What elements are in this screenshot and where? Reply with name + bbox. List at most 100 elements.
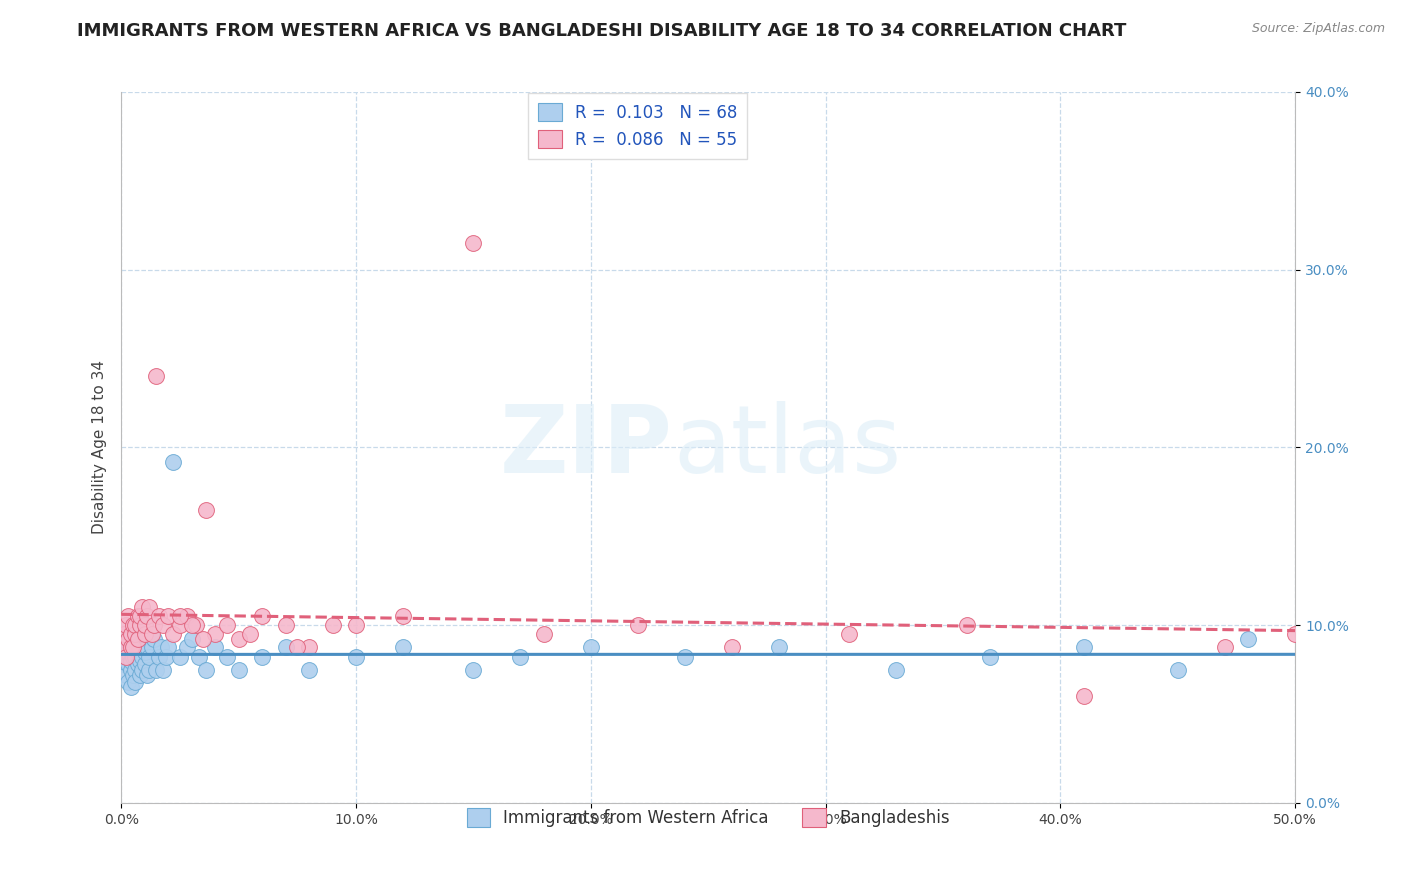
- Point: [250, 609, 273, 624]
- Point: [204, 640, 226, 654]
- Point: [112, 640, 135, 654]
- Text: Source: ZipAtlas.com: Source: ZipAtlas.com: [1251, 22, 1385, 36]
- Point: [392, 609, 415, 624]
- Point: [115, 640, 138, 654]
- Point: [194, 502, 217, 516]
- Point: [131, 600, 153, 615]
- Point: [194, 663, 217, 677]
- Point: [274, 618, 297, 632]
- Point: [187, 650, 209, 665]
- Point: [157, 640, 180, 654]
- Point: [150, 640, 173, 654]
- Point: [120, 627, 142, 641]
- Point: [129, 609, 152, 624]
- Point: [127, 609, 149, 624]
- Point: [344, 618, 367, 632]
- Point: [131, 663, 153, 677]
- Point: [120, 663, 142, 677]
- Point: [124, 675, 146, 690]
- Point: [120, 640, 142, 654]
- Point: [134, 618, 156, 632]
- Point: [136, 640, 159, 654]
- Text: atlas: atlas: [673, 401, 901, 493]
- Point: [131, 650, 153, 665]
- Point: [122, 650, 145, 665]
- Point: [180, 632, 202, 647]
- Point: [298, 663, 321, 677]
- Point: [141, 640, 163, 654]
- Point: [124, 663, 146, 677]
- Point: [298, 640, 321, 654]
- Point: [176, 640, 198, 654]
- Point: [117, 645, 139, 659]
- Point: [115, 627, 138, 641]
- Point: [579, 640, 602, 654]
- Point: [838, 627, 860, 641]
- Point: [134, 627, 156, 641]
- Point: [122, 618, 145, 632]
- Point: [112, 645, 135, 659]
- Point: [117, 657, 139, 672]
- Point: [127, 632, 149, 647]
- Point: [768, 640, 790, 654]
- Point: [392, 640, 415, 654]
- Point: [148, 609, 170, 624]
- Point: [720, 640, 742, 654]
- Point: [322, 618, 344, 632]
- Point: [180, 618, 202, 632]
- Point: [193, 632, 215, 647]
- Point: [120, 654, 142, 668]
- Point: [134, 657, 156, 672]
- Point: [627, 618, 650, 632]
- Point: [145, 369, 167, 384]
- Y-axis label: Disability Age 18 to 34: Disability Age 18 to 34: [93, 360, 107, 534]
- Point: [673, 650, 696, 665]
- Point: [155, 650, 177, 665]
- Point: [463, 663, 485, 677]
- Text: IMMIGRANTS FROM WESTERN AFRICA VS BANGLADESHI DISABILITY AGE 18 TO 34 CORRELATIO: IMMIGRANTS FROM WESTERN AFRICA VS BANGLA…: [77, 22, 1126, 40]
- Point: [120, 640, 142, 654]
- Point: [141, 627, 163, 641]
- Point: [1213, 640, 1236, 654]
- Point: [122, 640, 145, 654]
- Point: [115, 650, 138, 665]
- Point: [228, 663, 250, 677]
- Point: [228, 632, 250, 647]
- Point: [204, 627, 226, 641]
- Point: [239, 627, 262, 641]
- Point: [152, 618, 174, 632]
- Point: [1073, 640, 1095, 654]
- Point: [122, 668, 145, 682]
- Point: [162, 627, 184, 641]
- Point: [138, 600, 160, 615]
- Point: [120, 681, 142, 695]
- Point: [1073, 690, 1095, 704]
- Point: [344, 650, 367, 665]
- Point: [1284, 627, 1306, 641]
- Point: [215, 618, 238, 632]
- Point: [127, 645, 149, 659]
- Point: [136, 609, 159, 624]
- Point: [169, 650, 191, 665]
- Point: [274, 640, 297, 654]
- Point: [129, 618, 152, 632]
- Point: [1167, 663, 1189, 677]
- Point: [533, 627, 555, 641]
- Point: [117, 675, 139, 690]
- Point: [124, 650, 146, 665]
- Point: [250, 650, 273, 665]
- Point: [136, 668, 159, 682]
- Point: [129, 654, 152, 668]
- Point: [169, 609, 191, 624]
- Point: [285, 640, 308, 654]
- Point: [463, 235, 485, 250]
- Point: [129, 640, 152, 654]
- Point: [138, 663, 160, 677]
- Point: [1237, 632, 1260, 647]
- Point: [145, 663, 167, 677]
- Point: [509, 650, 531, 665]
- Point: [143, 618, 166, 632]
- Point: [148, 650, 170, 665]
- Point: [117, 632, 139, 647]
- Point: [215, 650, 238, 665]
